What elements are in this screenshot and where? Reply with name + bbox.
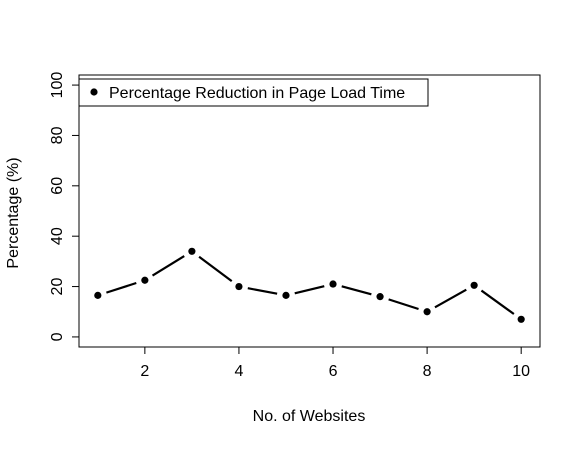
- plot-frame: [78, 74, 541, 348]
- series-line-segment: [198, 255, 233, 283]
- data-point: [423, 308, 431, 316]
- series-line-segment: [341, 285, 372, 296]
- data-point: [282, 291, 290, 299]
- y-tick-label: 40: [49, 227, 66, 245]
- series-line-segment: [388, 298, 419, 311]
- series-line-segment: [247, 287, 278, 295]
- series-line-segment: [480, 289, 515, 315]
- data-point: [188, 247, 196, 255]
- plot-area: [94, 247, 525, 323]
- series-line-segment: [151, 255, 185, 277]
- legend-label: Percentage Reduction in Page Load Time: [109, 85, 405, 102]
- y-tick-label: 100: [49, 72, 66, 99]
- data-point: [517, 315, 525, 323]
- y-tick-label: 20: [49, 278, 66, 296]
- y-tick-label: 0: [49, 332, 66, 341]
- y-tick-label: 80: [49, 126, 66, 144]
- x-axis-title: No. of Websites: [253, 408, 366, 425]
- data-point: [329, 280, 337, 288]
- legend-marker: [90, 88, 98, 96]
- data-point: [235, 282, 243, 291]
- x-tick-label: 8: [423, 363, 432, 380]
- data-point: [141, 276, 149, 284]
- legend-box: [78, 78, 429, 107]
- x-tick-label: 6: [329, 363, 338, 380]
- series-line-segment: [106, 281, 137, 294]
- x-tick-label: 10: [512, 363, 530, 380]
- data-point: [470, 281, 478, 289]
- series-line-segment: [434, 288, 467, 309]
- legend: Percentage Reduction in Page Load Time: [78, 78, 429, 107]
- y-axis-title: Percentage (%): [5, 157, 22, 268]
- y-tick-label: 60: [49, 177, 66, 195]
- x-tick-label: 4: [234, 363, 243, 380]
- series-line-segment: [294, 285, 325, 295]
- data-point: [376, 293, 384, 301]
- x-tick-label: 2: [140, 363, 149, 380]
- data-point: [94, 291, 102, 299]
